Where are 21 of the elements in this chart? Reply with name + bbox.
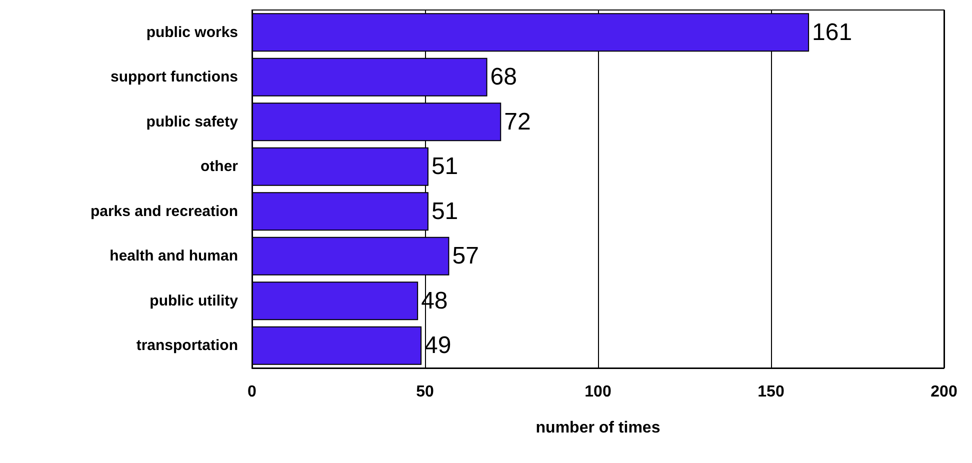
y-tick-label: support functions bbox=[110, 68, 238, 86]
x-tick-label: 0 bbox=[248, 384, 257, 400]
x-tick-label: 100 bbox=[584, 384, 612, 400]
x-axis-title: number of times bbox=[536, 420, 660, 436]
y-tick-label: public safety bbox=[146, 113, 239, 130]
y-tick-label: health and human bbox=[110, 248, 238, 265]
data-label: 161 bbox=[812, 18, 852, 46]
x-tick-label: 50 bbox=[416, 384, 434, 400]
y-tick-label: parks and recreation bbox=[90, 202, 238, 220]
x-tick-label: 200 bbox=[930, 384, 958, 400]
x-tick-label: 150 bbox=[758, 384, 784, 400]
y-tick-label: public works bbox=[146, 24, 238, 41]
data-label: 57 bbox=[452, 242, 479, 270]
y-tick-label: other bbox=[200, 158, 238, 176]
y-tick-label: transportation bbox=[136, 337, 238, 354]
data-label: 49 bbox=[424, 332, 452, 360]
y-tick-label: public utility bbox=[150, 292, 239, 310]
data-label: 72 bbox=[504, 108, 531, 136]
data-label: 51 bbox=[431, 198, 458, 225]
data-label: 68 bbox=[490, 64, 517, 91]
data-label: 51 bbox=[431, 153, 458, 180]
